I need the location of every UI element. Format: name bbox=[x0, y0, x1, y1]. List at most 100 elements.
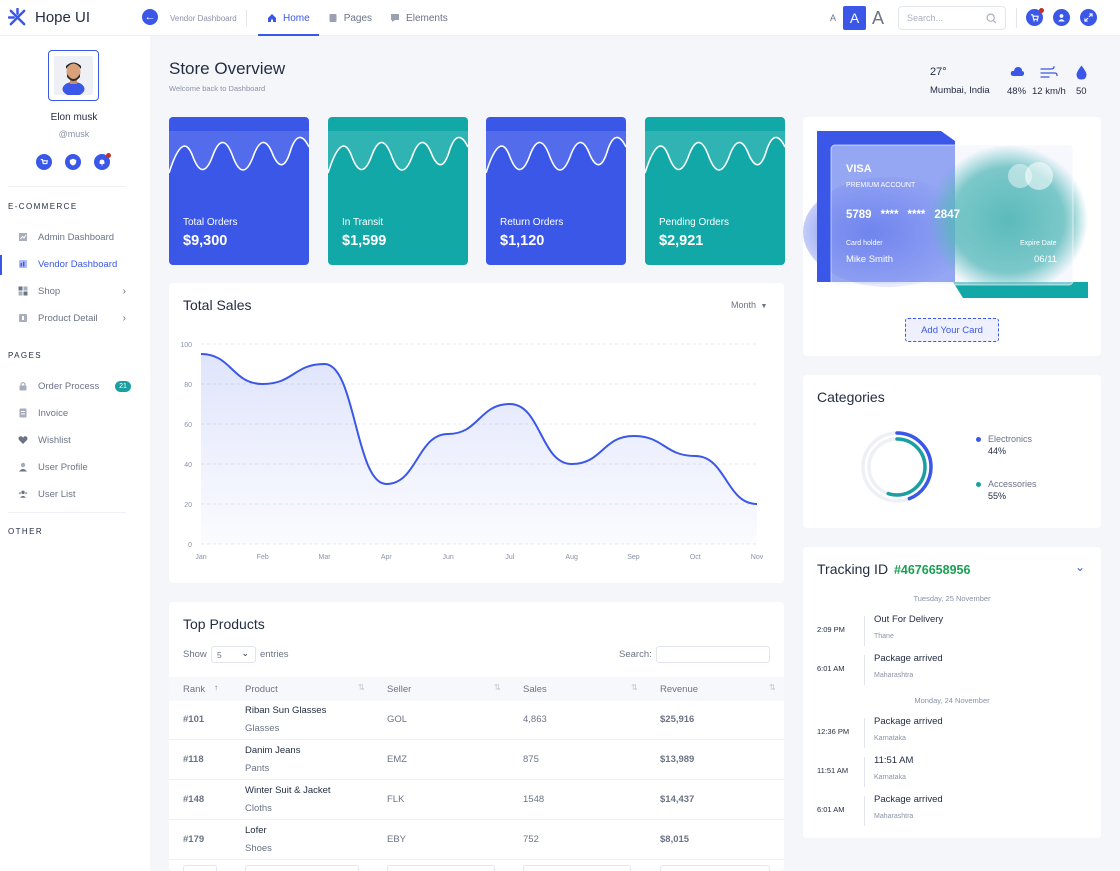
sidebar-toggle-button[interactable]: ← bbox=[142, 9, 158, 25]
chevron-right-icon: › bbox=[122, 285, 126, 297]
tracking-date: Monday, 24 November bbox=[914, 696, 990, 705]
divider bbox=[246, 10, 247, 26]
footer-filter-input[interactable] bbox=[245, 865, 359, 871]
column-header[interactable]: Rank bbox=[183, 684, 206, 695]
row-divider bbox=[169, 779, 784, 780]
tracking-time: 6:01 AM bbox=[817, 805, 845, 814]
nav-elements[interactable]: Elements bbox=[381, 0, 457, 36]
section-title-other: OTHER bbox=[8, 527, 43, 536]
user-button[interactable] bbox=[1053, 9, 1070, 26]
timeline-bar bbox=[864, 616, 865, 646]
sales-data-point[interactable] bbox=[753, 500, 761, 508]
card-number: 5789 **** **** 2847 bbox=[846, 209, 960, 221]
font-size-large-button[interactable]: A bbox=[871, 7, 884, 28]
avatar[interactable] bbox=[48, 50, 99, 101]
sort-icon[interactable]: ⇅ bbox=[631, 683, 638, 692]
user-icon bbox=[1058, 14, 1065, 22]
product-name-cell[interactable]: Danim Jeans bbox=[245, 745, 301, 756]
product-category-cell: Glasses bbox=[245, 723, 280, 734]
sidebar-item-user-profile[interactable]: User Profile bbox=[18, 458, 142, 476]
heart-icon bbox=[18, 435, 28, 445]
user-handle: @musk bbox=[58, 129, 90, 139]
fullscreen-button[interactable] bbox=[1080, 9, 1097, 26]
pages-icon bbox=[329, 14, 337, 22]
rank-cell: #179 bbox=[183, 834, 205, 845]
sales-cell: 875 bbox=[523, 754, 539, 765]
column-header[interactable]: Product bbox=[245, 684, 278, 695]
chevron-down-icon[interactable]: ⌄ bbox=[1075, 560, 1086, 574]
sales-data-point[interactable] bbox=[444, 430, 452, 438]
sidebar-item-product-detail[interactable]: Product Detail › bbox=[18, 309, 142, 327]
search-input[interactable]: Search... bbox=[907, 13, 944, 23]
cart-button[interactable] bbox=[1026, 8, 1044, 26]
sales-data-point[interactable] bbox=[691, 452, 699, 460]
x-tick-label: Feb bbox=[257, 554, 269, 561]
table-search-input[interactable] bbox=[656, 646, 770, 663]
sidebar-item-wishlist[interactable]: Wishlist bbox=[18, 431, 142, 449]
search-box[interactable]: Search... bbox=[898, 6, 1006, 30]
footer-filter-input[interactable] bbox=[523, 865, 631, 871]
sales-data-point[interactable] bbox=[629, 432, 637, 440]
entries-select[interactable]: 5 ⌄ bbox=[211, 646, 256, 663]
arrow-left-icon: ← bbox=[144, 11, 156, 23]
column-header[interactable]: Sales bbox=[523, 684, 547, 695]
tracking-event-title: 11:51 AM bbox=[874, 755, 914, 766]
sort-icon[interactable]: ⇅ bbox=[769, 683, 776, 692]
chevron-right-icon: › bbox=[122, 312, 126, 324]
top-header: Hope UI ← Vendor Dashboard Home Pages El… bbox=[0, 0, 1120, 36]
top-nav: Home Pages Elements bbox=[258, 0, 457, 36]
sidebar-item-order-process[interactable]: Order Process 21 bbox=[18, 377, 142, 395]
footer-filter-input[interactable] bbox=[660, 865, 770, 871]
legend-dot bbox=[976, 437, 981, 442]
font-size-small-button[interactable]: A bbox=[829, 13, 836, 23]
page-subtitle: Welcome back to Dashboard bbox=[169, 84, 266, 93]
weather-city: Mumbai, India bbox=[930, 85, 990, 96]
row-divider bbox=[169, 739, 784, 740]
sales-data-point[interactable] bbox=[197, 350, 205, 358]
card-holder-label: Card holder bbox=[846, 240, 883, 247]
sidebar-item-admin-dashboard[interactable]: Admin Dashboard bbox=[18, 228, 142, 246]
sidebar-item-invoice[interactable]: Invoice bbox=[18, 404, 142, 422]
sales-data-point[interactable] bbox=[506, 400, 514, 408]
sort-ascending-icon[interactable]: ↑ bbox=[214, 683, 218, 692]
footer-filter-input[interactable] bbox=[183, 865, 217, 871]
seller-cell: FLK bbox=[387, 794, 405, 805]
tracking-id: #4676658956 bbox=[893, 563, 971, 577]
legend-value: 44% bbox=[988, 446, 1007, 456]
column-header[interactable]: Seller bbox=[387, 684, 412, 695]
brand[interactable]: Hope UI bbox=[8, 8, 90, 27]
profile-notification-button[interactable] bbox=[94, 153, 111, 170]
profile-cart-button[interactable] bbox=[36, 154, 52, 170]
sales-data-point[interactable] bbox=[321, 360, 329, 368]
dashboard-icon bbox=[18, 232, 28, 242]
sidebar-item-shop[interactable]: Shop › bbox=[18, 282, 142, 300]
add-card-button[interactable]: Add Your Card bbox=[905, 318, 999, 342]
cart-icon bbox=[1030, 14, 1039, 22]
sales-data-point[interactable] bbox=[259, 380, 267, 388]
tracking-event-location: Maharashtra bbox=[874, 813, 914, 820]
cart-icon bbox=[40, 159, 48, 165]
notification-dot bbox=[106, 153, 111, 158]
tracking-time: 12:36 PM bbox=[817, 727, 850, 736]
sort-icon[interactable]: ⇅ bbox=[358, 683, 365, 692]
top-products-title: Top Products bbox=[183, 616, 265, 632]
nav-home[interactable]: Home bbox=[258, 0, 319, 36]
product-name-cell[interactable]: Riban Sun Glasses bbox=[245, 705, 327, 716]
tracking-event-title: Out For Delivery bbox=[874, 614, 944, 625]
y-tick-label: 20 bbox=[184, 502, 192, 509]
sort-icon[interactable]: ⇅ bbox=[494, 683, 501, 692]
product-name-cell[interactable]: Lofer bbox=[245, 825, 267, 836]
sales-data-point[interactable] bbox=[382, 480, 390, 488]
period-dropdown[interactable]: Month ▼ bbox=[731, 300, 767, 310]
footer-filter-input[interactable] bbox=[387, 865, 495, 871]
font-size-medium-button[interactable]: A bbox=[843, 6, 866, 30]
column-header[interactable]: Revenue bbox=[660, 684, 699, 695]
sidebar-item-vendor-dashboard[interactable]: Vendor Dashboard bbox=[18, 255, 142, 273]
product-name-cell[interactable]: Winter Suit & Jacket bbox=[245, 785, 331, 796]
profile-shield-button[interactable] bbox=[65, 154, 81, 170]
nav-pages[interactable]: Pages bbox=[319, 0, 381, 36]
sidebar-item-user-list[interactable]: User List bbox=[18, 485, 142, 503]
tracking-event-title: Package arrived bbox=[874, 653, 943, 664]
x-tick-label: Apr bbox=[381, 554, 393, 561]
sales-data-point[interactable] bbox=[568, 460, 576, 468]
